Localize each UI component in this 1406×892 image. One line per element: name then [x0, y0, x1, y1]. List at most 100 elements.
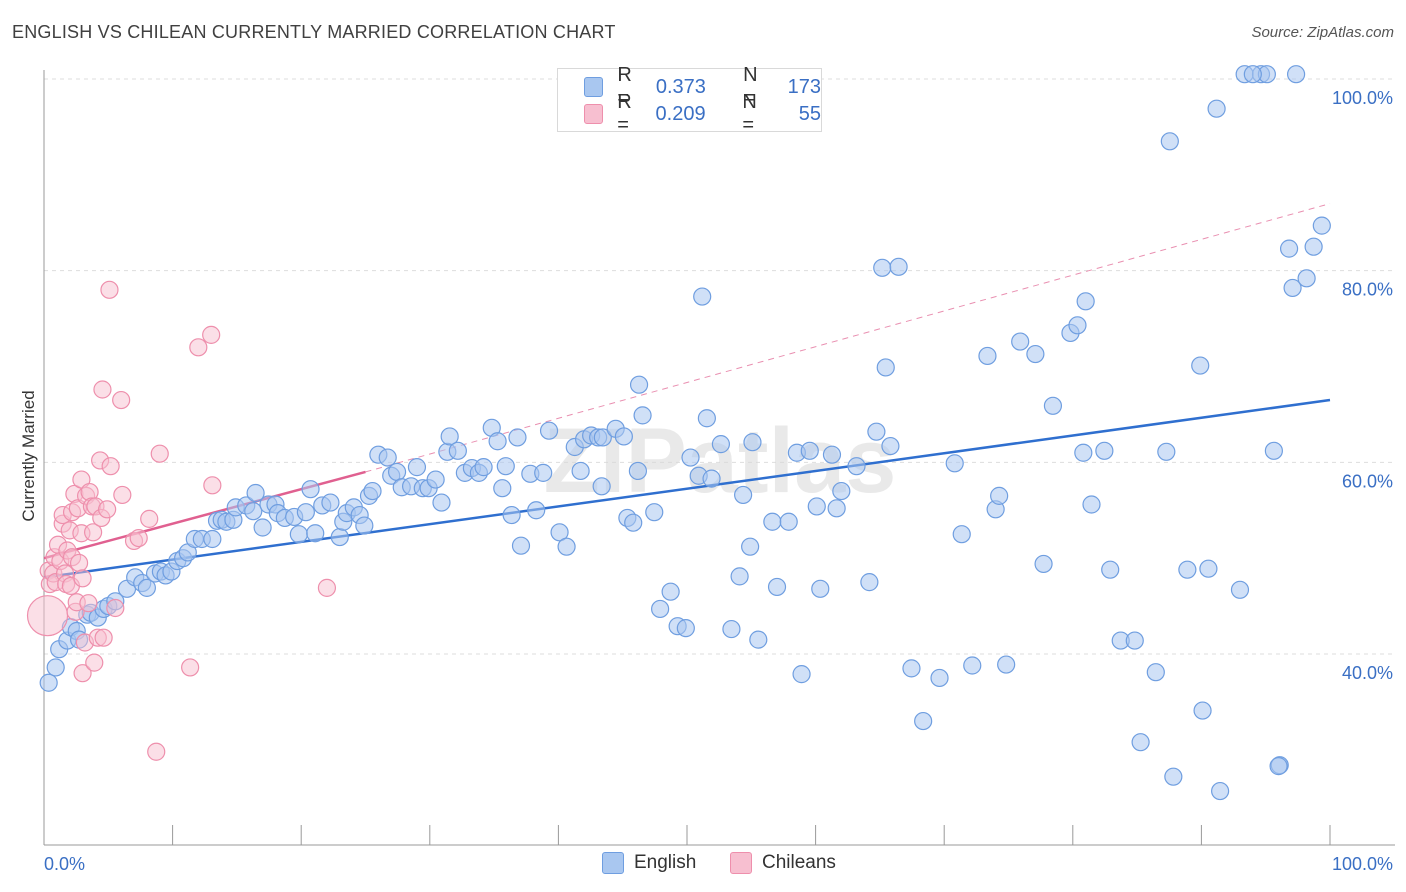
- english-point: [448, 441, 467, 460]
- english-point: [203, 529, 222, 549]
- english-point: [614, 427, 633, 446]
- english-point: [440, 427, 459, 446]
- english-point: [827, 499, 846, 518]
- english-point: [407, 458, 427, 477]
- english-point: [1146, 663, 1165, 682]
- english-point: [244, 502, 263, 521]
- english-n-value: 173: [787, 75, 821, 98]
- english-point: [474, 458, 493, 477]
- english-legend-swatch: [602, 852, 624, 874]
- english-point: [432, 493, 451, 512]
- chilean-point: [101, 457, 120, 476]
- english-point: [1095, 441, 1114, 460]
- chart-title: ENGLISH VS CHILEAN CURRENTLY MARRIED COR…: [12, 22, 616, 42]
- english-point: [1043, 396, 1063, 415]
- english-point: [301, 480, 320, 499]
- english-point: [1279, 239, 1299, 258]
- english-point: [1101, 560, 1120, 579]
- english-point: [629, 375, 649, 394]
- english-point: [734, 485, 753, 505]
- chilean-r-value: 0.209: [655, 102, 706, 125]
- english-point: [1269, 757, 1288, 776]
- english-point: [945, 454, 964, 473]
- english-point: [624, 513, 643, 532]
- chilean-legend-swatch: [730, 852, 752, 874]
- chilean-point: [189, 338, 208, 357]
- chilean-point: [73, 569, 92, 588]
- english-point: [914, 711, 933, 731]
- legend-item-chileans[interactable]: Chileans: [730, 852, 836, 874]
- english-point: [860, 573, 879, 592]
- chilean-point: [112, 390, 131, 410]
- english-point: [1157, 442, 1176, 461]
- chilean-point: [203, 476, 222, 495]
- english-point: [508, 428, 527, 447]
- chilean-point: [85, 653, 104, 672]
- chilean-n-label: N =: [742, 91, 757, 136]
- english-point: [811, 579, 830, 598]
- chilean-point: [317, 578, 337, 597]
- english-point: [697, 409, 716, 428]
- english-point: [930, 668, 949, 688]
- english-point: [1074, 443, 1093, 462]
- english-point: [1191, 356, 1210, 375]
- english-point: [1207, 99, 1226, 118]
- english-point: [711, 435, 731, 454]
- english-point: [767, 577, 787, 597]
- english-point: [889, 257, 908, 276]
- english-point: [1264, 441, 1283, 460]
- legend-row-chilean: R = 0.209 N = 55: [584, 91, 821, 136]
- english-point: [511, 536, 531, 555]
- chilean-point: [73, 664, 92, 683]
- chilean-n-value: 55: [798, 102, 821, 125]
- english-point: [306, 524, 325, 543]
- english-point: [321, 493, 340, 512]
- chilean-point: [181, 658, 200, 677]
- english-point: [1211, 781, 1230, 801]
- chilean-point: [147, 742, 166, 761]
- y-tick-label: 40.0%: [1342, 663, 1393, 683]
- english-point: [867, 422, 886, 441]
- english-point: [1026, 344, 1045, 364]
- english-point: [1082, 495, 1101, 514]
- english-point: [763, 512, 782, 531]
- y-axis-label: Currently Married: [19, 390, 38, 521]
- english-r-value: 0.373: [655, 75, 706, 98]
- english-point: [1230, 580, 1250, 599]
- english-point: [539, 421, 559, 440]
- series-legend: English Chileans: [0, 852, 1406, 878]
- english-point: [355, 516, 374, 535]
- english-point: [502, 505, 521, 525]
- chilean-point: [79, 594, 98, 613]
- english-point: [633, 406, 652, 425]
- english-point: [330, 527, 349, 547]
- english-point: [527, 501, 546, 520]
- chilean-trend-extension: [365, 203, 1331, 473]
- english-point: [779, 512, 798, 531]
- english-n-label: N =: [743, 64, 758, 109]
- english-point: [730, 567, 749, 586]
- english-point: [1011, 332, 1030, 351]
- english-point: [246, 483, 265, 503]
- chilean-point: [100, 280, 119, 299]
- english-point: [1304, 237, 1323, 256]
- english-point: [289, 525, 308, 544]
- source-label: Source: ZipAtlas.com: [1251, 24, 1394, 41]
- english-r-label: R =: [617, 64, 632, 109]
- english-point: [681, 448, 700, 467]
- legend-item-english[interactable]: English: [602, 852, 696, 874]
- english-point: [1193, 701, 1212, 720]
- english-point: [661, 582, 680, 601]
- english-point: [645, 503, 664, 522]
- english-point: [46, 658, 65, 677]
- english-point: [426, 470, 445, 489]
- chilean-point: [150, 444, 169, 463]
- y-tick-label: 100.0%: [1332, 88, 1393, 108]
- english-point: [1068, 316, 1087, 335]
- axes: [43, 70, 1395, 846]
- english-point: [39, 673, 58, 692]
- english-point: [387, 462, 407, 482]
- chilean-point: [94, 628, 113, 647]
- english-point: [1131, 733, 1150, 752]
